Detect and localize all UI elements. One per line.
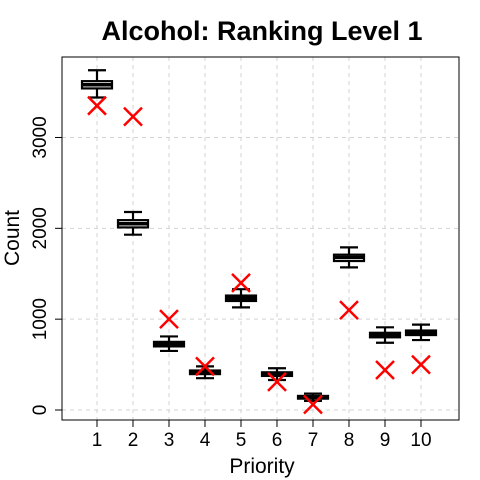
cross-stroke	[339, 300, 359, 320]
box-plot-8	[332, 246, 366, 269]
y-tick-label: 1000	[30, 298, 51, 340]
axes: 1 2 3 4 5 6 7 8 9 10 0 1000 2000 3000	[30, 116, 432, 451]
y-tick-label: 0	[30, 405, 51, 416]
box-plot-2	[116, 210, 150, 236]
observed-point-9	[375, 360, 395, 380]
box-plot-7	[296, 392, 330, 403]
observed-point-3	[159, 309, 179, 330]
cross-stroke	[87, 95, 107, 116]
box-plot-10	[404, 323, 438, 342]
box-plot-3	[152, 335, 186, 353]
cross-stroke	[303, 394, 323, 415]
cross-stroke	[411, 354, 431, 375]
cross-stroke	[267, 371, 287, 392]
x-tick-label: 7	[308, 430, 319, 451]
x-tick-label: 4	[200, 430, 211, 451]
grid	[62, 57, 459, 420]
y-tick-label: 2000	[30, 207, 51, 249]
observed-point-5	[231, 272, 251, 293]
observed-point-8	[339, 300, 359, 320]
cross-stroke	[231, 272, 251, 293]
plot-area	[80, 69, 438, 415]
cross-stroke	[159, 309, 179, 330]
cross-stroke	[123, 106, 143, 127]
x-tick-label: 8	[344, 430, 355, 451]
box-plot-5	[224, 288, 258, 309]
x-tick-label: 2	[128, 430, 139, 451]
x-tick-label: 3	[164, 430, 175, 451]
observed-point-7	[303, 394, 323, 415]
cross-stroke	[375, 360, 395, 380]
plot-frame	[61, 56, 460, 421]
x-tick-label: 6	[272, 430, 283, 451]
observed-point-4	[195, 356, 215, 377]
chart-title: Alcohol: Ranking Level 1	[101, 16, 422, 46]
cross-stroke	[195, 356, 215, 377]
box-plot-4	[188, 365, 222, 380]
observed-point-1	[87, 95, 107, 116]
observed-point-10	[411, 354, 431, 375]
y-axis-label: Count	[1, 210, 24, 266]
x-tick-label: 5	[236, 430, 247, 451]
x-tick-label: 9	[380, 430, 391, 451]
box-plot-6	[260, 367, 294, 382]
y-tick-label: 3000	[30, 116, 51, 158]
box-plot-9	[368, 326, 402, 344]
observed-point-2	[123, 106, 143, 127]
x-tick-label: 10	[410, 430, 431, 451]
observed-point-6	[267, 371, 287, 392]
box-plot-1	[80, 69, 114, 99]
x-tick-label: 1	[92, 430, 103, 451]
x-axis-label: Priority	[229, 455, 295, 478]
